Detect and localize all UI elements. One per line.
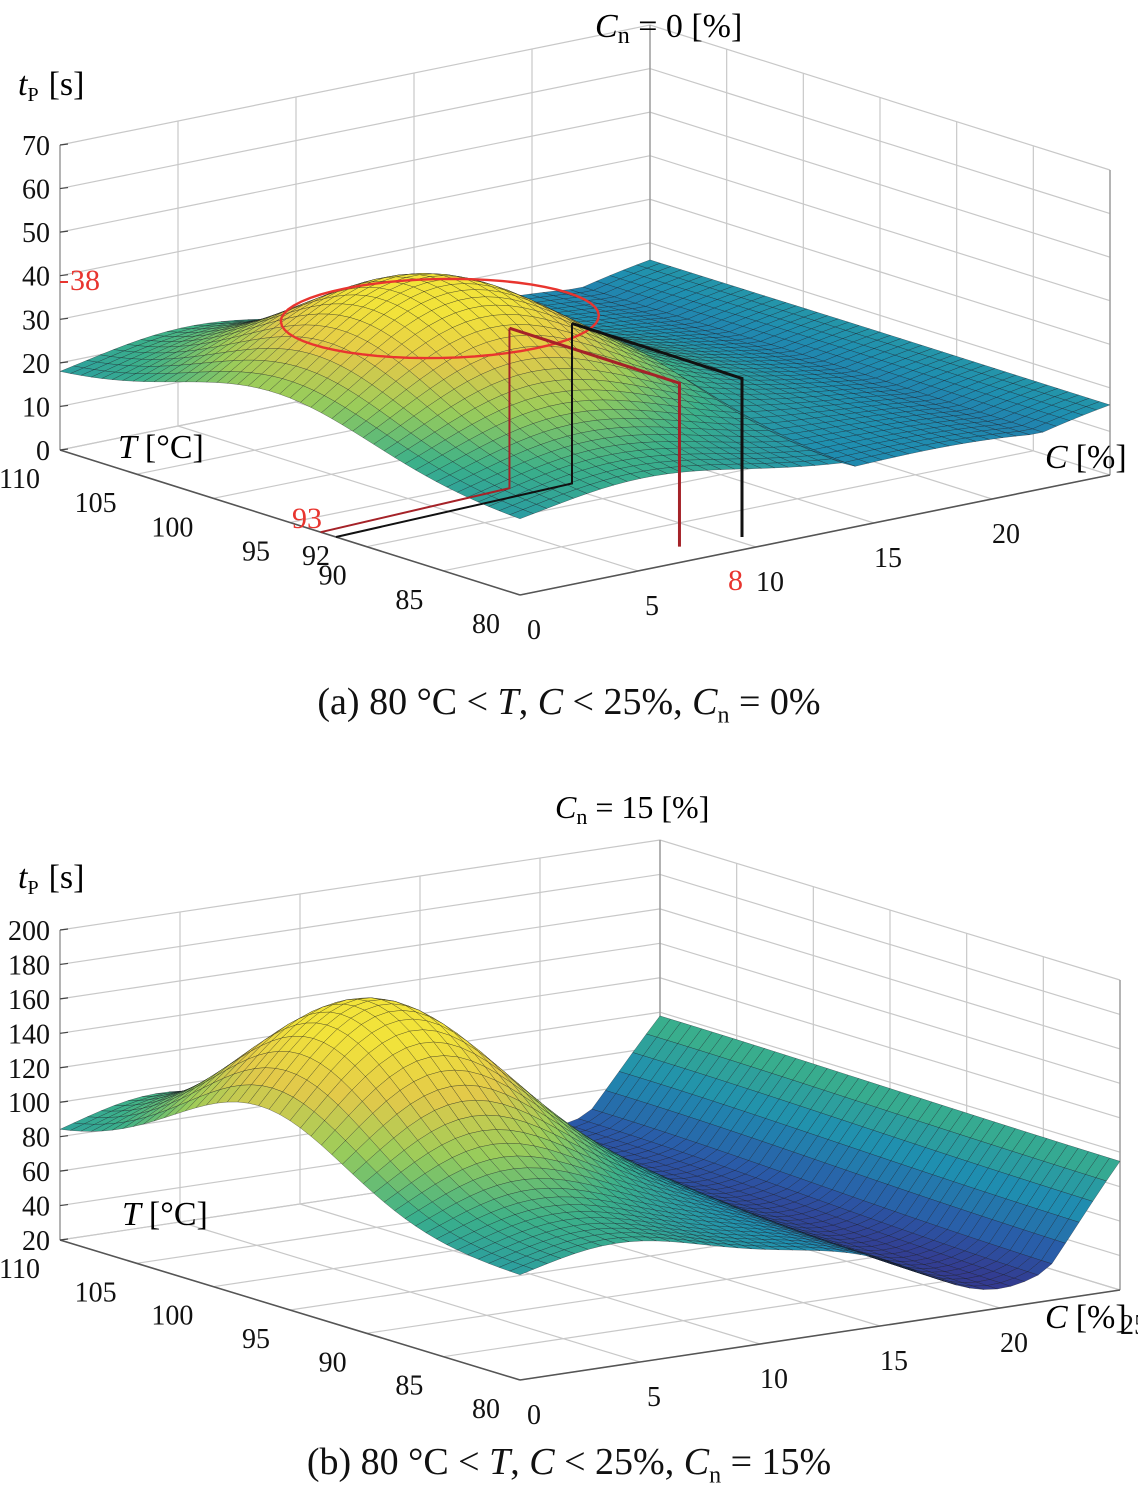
caption-b: (b) 80 °C < T, C < 25%, Cn = 15% [306, 1441, 832, 1489]
T-tick-label: 105 [75, 1277, 117, 1308]
C-tick-label: 15 [880, 1346, 908, 1377]
axis-ticks: 0 10 20 30 40 50 60 70 110 105 100 95 90 85 80 0 5 10 15 20 [0, 131, 1020, 646]
plot-title: Cn = 0 [%] [595, 8, 742, 49]
y-axis-label: C [%] [1045, 1299, 1127, 1336]
C-tick-label: 10 [756, 567, 784, 598]
z-tick-label: 0 [36, 436, 50, 467]
z-tick-label: 50 [22, 218, 50, 249]
z-tick-label: 30 [22, 305, 50, 336]
T-annot-red: 93 [292, 502, 322, 535]
z-tick-label: 40 [22, 262, 50, 293]
C-tick-label: 5 [645, 591, 659, 622]
z-axis-label: tP [s] [18, 66, 84, 106]
surface-plot-b-svg: 2040608010012014016018020011010510095908… [0, 789, 1138, 1431]
z-tick-label: 60 [22, 175, 50, 206]
T-tick-label: 105 [75, 488, 117, 519]
C-tick-label: 25 [1120, 1310, 1138, 1341]
C-tick-label: 20 [1000, 1328, 1028, 1359]
T-tick-label: 90 [319, 1347, 347, 1378]
z-tick-label: 80 [22, 1123, 50, 1154]
T-tick-label: 110 [0, 1254, 40, 1285]
annotation-lines: 38 93 92 8 [60, 264, 744, 597]
z-tick-label: 160 [8, 985, 50, 1016]
y-axis-label: C [%] [1045, 439, 1127, 476]
T-tick-label: 90 [319, 561, 347, 592]
C-tick-label: 15 [874, 543, 902, 574]
T-tick-label: 110 [0, 464, 40, 495]
x-axis-label: T [°C] [118, 429, 204, 466]
peak-value-label: 38 [70, 264, 100, 297]
z-tick-label: 100 [8, 1088, 50, 1119]
z-tick-label: 20 [22, 1226, 50, 1257]
T-annot-black: 92 [302, 541, 330, 572]
z-tick-label: 60 [22, 1157, 50, 1188]
z-tick-label: 200 [8, 916, 50, 947]
T-tick-label: 95 [242, 1324, 270, 1355]
caption-a: (a) 80 °C < T, C < 25%, Cn = 0% [317, 681, 821, 729]
T-tick-label: 80 [472, 1394, 500, 1425]
z-tick-label: 70 [22, 131, 50, 162]
T-tick-label: 85 [395, 1371, 423, 1402]
surface-mesh [59, 259, 1111, 520]
z-tick-label: 10 [22, 392, 50, 423]
C-tick-label: 5 [647, 1382, 661, 1413]
x-axis-label: T [°C] [122, 1196, 208, 1233]
surface-plot-a: 38 93 92 8 0 10 20 30 40 50 60 70 110 105 100 95 90 85 80… [0, 0, 1138, 680]
z-tick-label: 180 [8, 950, 50, 981]
contour-38 [279, 277, 601, 360]
T-tick-label: 95 [242, 537, 270, 568]
axis-ticks: 2040608010012014016018020011010510095908… [0, 916, 1138, 1431]
z-axis-label: tP [s] [18, 859, 84, 899]
T-tick-label: 100 [151, 1301, 193, 1332]
z-tick-label: 20 [22, 349, 50, 380]
T-tick-label: 80 [472, 609, 500, 640]
z-tick-label: 40 [22, 1192, 50, 1223]
C-tick-label: 20 [992, 519, 1020, 550]
surface-plot-b: 20 40 60 80 100 120 140 160 180 200 110 105 100 95 90 8… [0, 760, 1138, 1440]
C-tick-label: 0 [527, 615, 541, 646]
C-tick-label: 0 [527, 1400, 541, 1431]
C-annot-red: 8 [728, 564, 743, 597]
T-tick-label: 85 [395, 585, 423, 616]
plot-walls [59, 839, 1121, 1381]
T-tick-label: 100 [151, 512, 193, 543]
plot-title: Cn = 15 [%] [555, 789, 709, 829]
z-tick-label: 120 [8, 1054, 50, 1085]
surface-mesh [59, 997, 1121, 1290]
z-tick-label: 140 [8, 1019, 50, 1050]
C-tick-label: 10 [760, 1364, 788, 1395]
